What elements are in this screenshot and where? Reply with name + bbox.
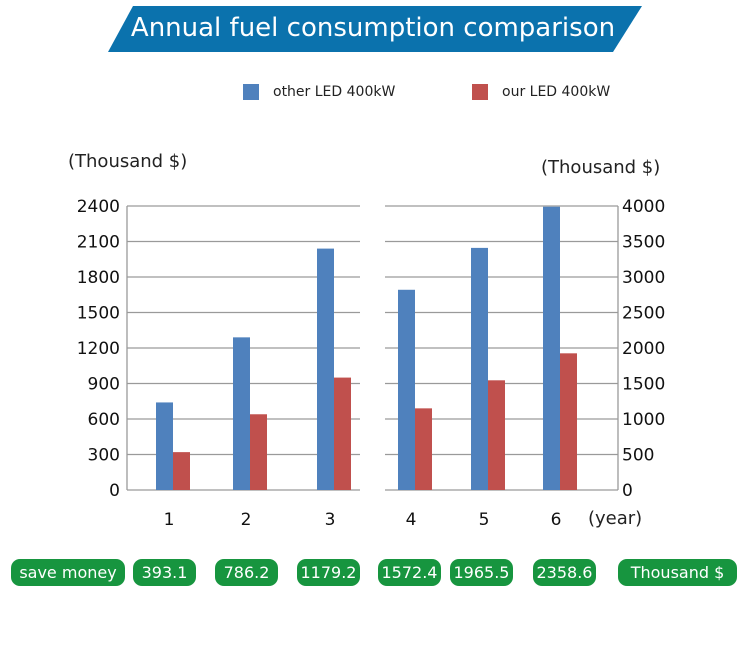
bar-other	[398, 289, 415, 490]
bar-our	[560, 353, 577, 490]
chart-title: Annual fuel consumption comparison	[130, 13, 616, 43]
left-axis-unit-label: (Thousand $)	[68, 151, 187, 172]
title-banner	[108, 6, 642, 52]
y-tick-label: 4000	[622, 197, 665, 217]
y-tick-label: 500	[622, 446, 654, 466]
y-tick-label: 2000	[622, 339, 665, 359]
y-tick-label: 300	[88, 446, 120, 466]
y-tick-label: 2500	[622, 304, 665, 324]
y-tick-label: 3500	[622, 233, 665, 253]
bar-other	[543, 206, 560, 490]
bar-other	[233, 337, 250, 490]
savings-value-pill: 1572.4	[378, 559, 441, 586]
y-tick-label: 0	[109, 481, 120, 501]
y-tick-label: 2400	[77, 197, 120, 217]
bar-other	[317, 248, 334, 490]
legend-item-other: other LED 400kW	[243, 84, 395, 102]
savings-value-pill: 2358.6	[533, 559, 596, 586]
bar-other	[471, 247, 488, 490]
savings-value-pill: 786.2	[215, 559, 278, 586]
savings-label-pill: save money	[11, 559, 125, 586]
bar-our	[250, 414, 267, 490]
x-tick-label: 4	[406, 510, 417, 530]
x-tick-label: 5	[479, 510, 490, 530]
y-tick-label: 1500	[622, 375, 665, 395]
bar-our	[334, 377, 351, 490]
savings-value-pill: 393.1	[133, 559, 196, 586]
legend-label: our LED 400kW	[502, 84, 611, 100]
savings-unit-pill: Thousand $	[618, 559, 737, 586]
banner-shape	[108, 6, 642, 52]
x-tick-label: 1	[164, 510, 175, 530]
legend-label: other LED 400kW	[273, 84, 396, 100]
legend-swatch-red	[472, 84, 488, 100]
x-tick-label: 2	[241, 510, 252, 530]
y-tick-label: 0	[622, 481, 633, 501]
bar-chart: 0 300 600 900 1200 1500 1800 2100 2400 1 2 3 0 500 100…	[68, 151, 666, 530]
tick-labels: 0 300 600 900 1200 1500 1800 2100 2400 1 2 3 0 500 100…	[77, 197, 666, 530]
savings-value-pill: 1965.5	[450, 559, 513, 586]
x-tick-label: 6	[551, 510, 562, 530]
y-tick-label: 3000	[622, 268, 665, 288]
y-tick-label: 1500	[77, 304, 120, 324]
savings-row: save money 393.1 786.2 1179.2 1572.4 196…	[0, 559, 750, 587]
y-tick-label: 1000	[622, 410, 665, 430]
y-tick-label: 900	[88, 375, 120, 395]
y-tick-label: 2100	[77, 233, 120, 253]
x-axis-unit-label: (year)	[588, 508, 642, 529]
x-tick-label: 3	[325, 510, 336, 530]
bar-our	[415, 408, 432, 490]
y-tick-label: 1200	[77, 339, 120, 359]
y-tick-label: 600	[88, 410, 120, 430]
bar-other	[156, 402, 173, 490]
bar-our	[488, 380, 505, 490]
bars	[156, 206, 577, 490]
savings-value-pill: 1179.2	[297, 559, 360, 586]
legend-swatch-blue	[243, 84, 259, 100]
right-axis-unit-label: (Thousand $)	[541, 157, 660, 178]
y-tick-label: 1800	[77, 268, 120, 288]
bar-our	[173, 452, 190, 490]
legend-item-our: our LED 400kW	[472, 84, 610, 102]
